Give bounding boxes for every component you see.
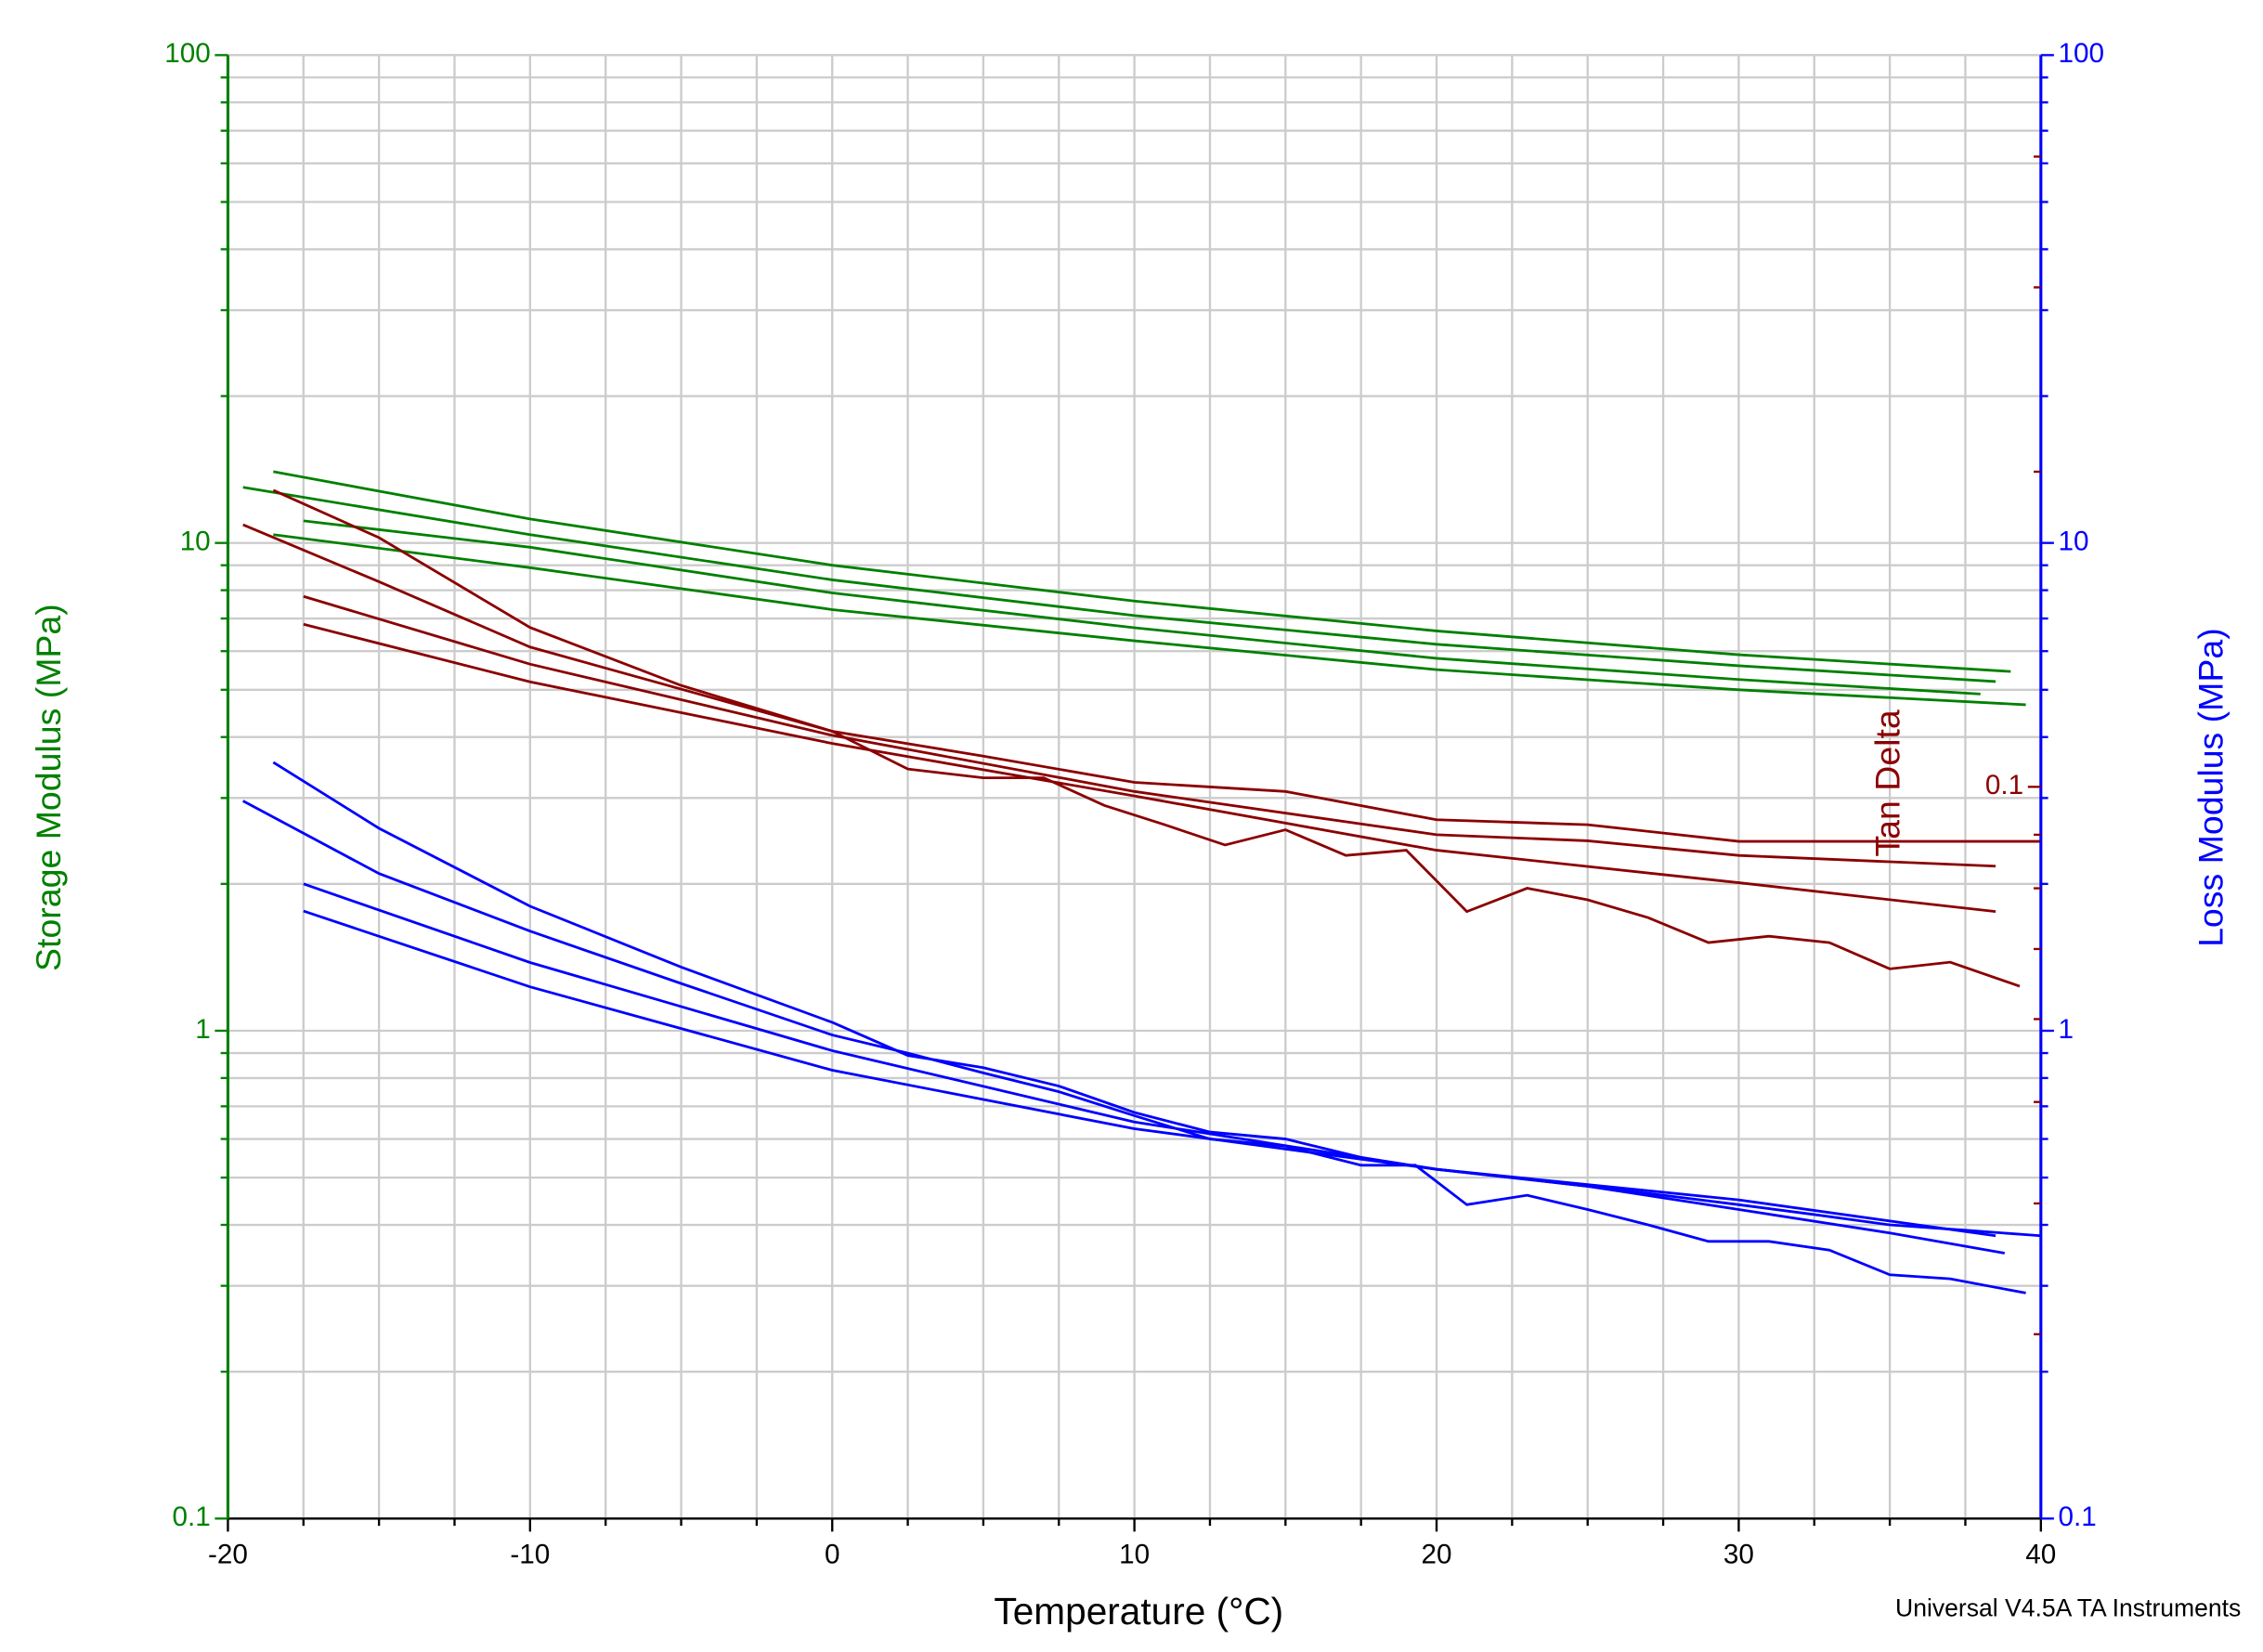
data-line	[242, 523, 2041, 843]
y2-tick-label: 10	[2059, 527, 2089, 557]
x-tick-label: 0	[825, 1540, 840, 1570]
x-tick-label: 10	[1119, 1540, 1150, 1570]
x-tick-label: 40	[2025, 1540, 2056, 1570]
data-line	[242, 800, 2026, 1294]
grid	[227, 54, 2042, 1520]
y-tick-label: 1	[195, 1014, 211, 1045]
data-line	[303, 594, 1996, 868]
y-axis-title: Storage Modulus (MPa)	[29, 604, 68, 971]
data-line	[273, 470, 2011, 673]
data-line	[273, 533, 2026, 707]
x-tick-label: -20	[208, 1540, 248, 1570]
y-tick-label: 0.1	[172, 1502, 210, 1532]
x-tick-label: 30	[1723, 1540, 1754, 1570]
y-tick-label: 10	[180, 527, 211, 557]
data-line	[303, 909, 1996, 1238]
y3-axis-title: Tan Delta	[1867, 709, 1906, 856]
data-line	[303, 519, 1981, 696]
data-line	[242, 486, 1996, 683]
y3-tick-label: 0.1	[1985, 770, 2023, 800]
x-axis-title: Temperature (°C)	[994, 1590, 1283, 1632]
y-tick-label: 100	[164, 38, 210, 69]
data-line	[303, 622, 1996, 914]
y2-tick-label: 0.1	[2059, 1502, 2097, 1532]
y2-tick-label: 1	[2059, 1014, 2074, 1045]
y2-tick-label: 100	[2059, 38, 2104, 69]
data-line	[272, 761, 2041, 1238]
y2-axis-title: Loss Modulus (MPa)	[2191, 628, 2230, 947]
footer: Universal V4.5A TA Instruments	[1895, 1594, 2241, 1622]
x-tick-label: 20	[1422, 1540, 1452, 1570]
plot-lines	[242, 470, 2041, 1294]
x-tick-label: -10	[510, 1540, 550, 1570]
